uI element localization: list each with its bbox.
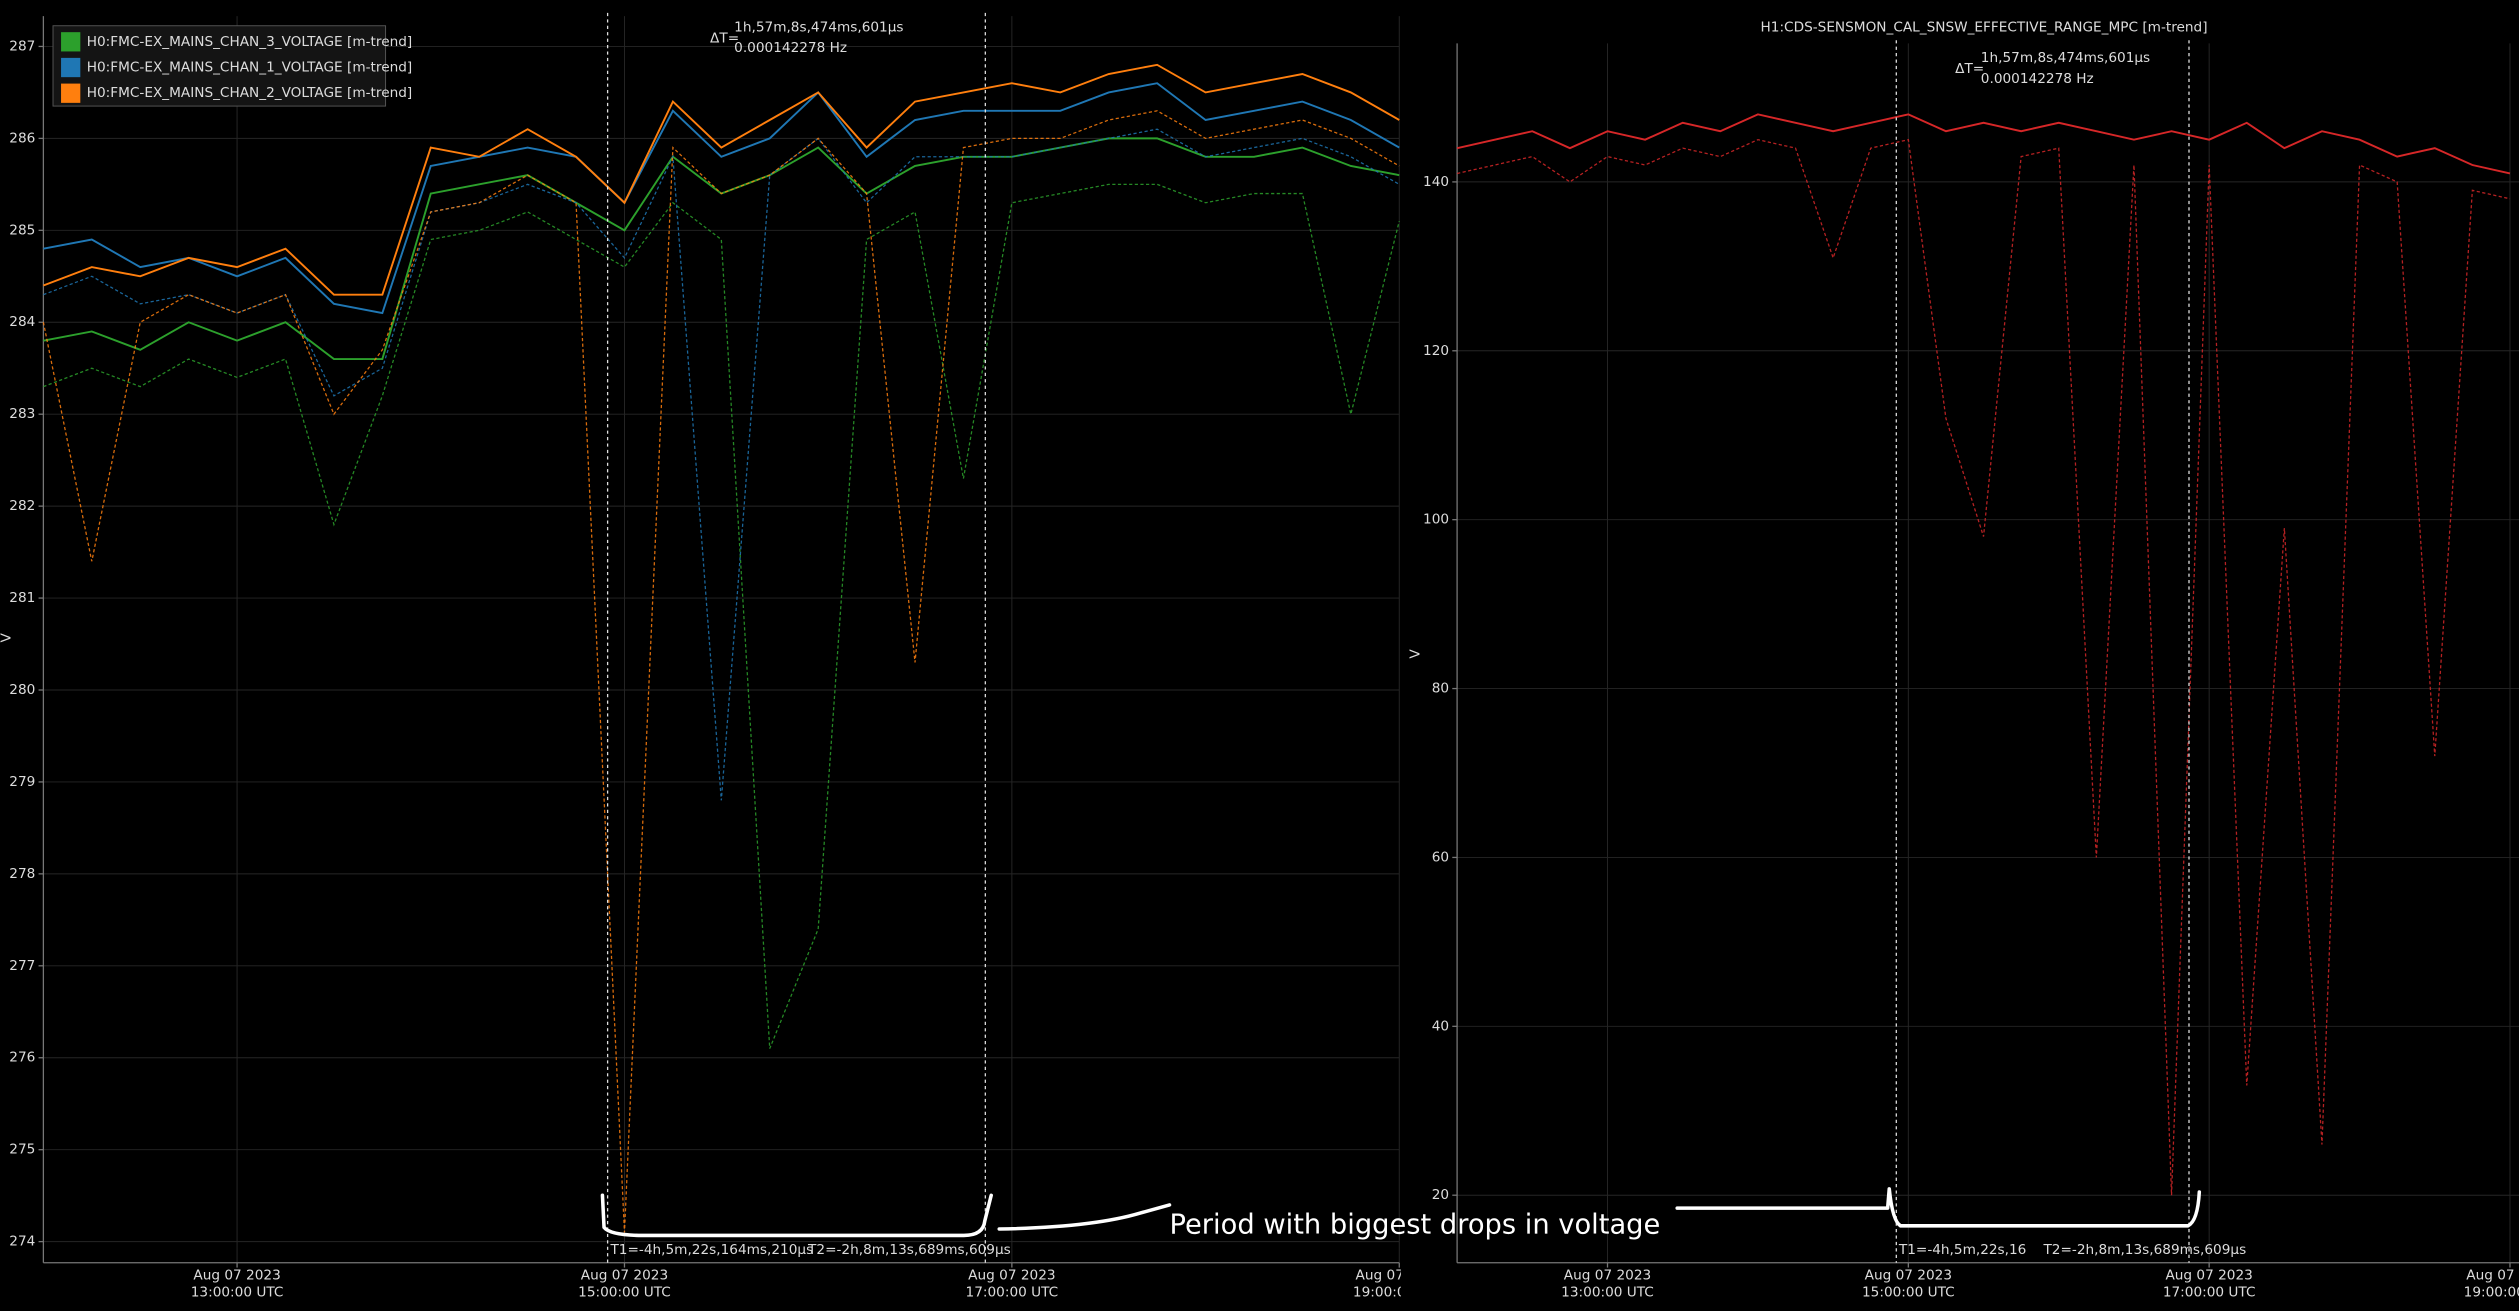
x-tick-label: Aug 07 2023 17:00:00 UTC [966,1268,1059,1301]
annotation-text: Period with biggest drops in voltage [1170,1209,1661,1240]
x-tick-label-line: 19:00:00 UTC [2464,1284,2519,1300]
y-tick-label: 40 [1432,1018,1449,1034]
x-tick-label-line: 17:00:00 UTC [2163,1284,2256,1300]
y-tick-label: 283 [9,406,35,422]
legend-label: H0:FMC-EX_MAINS_CHAN_3_VOLTAGE [m-trend] [87,34,412,50]
x-tick-label-line: Aug 07 2023 [193,1268,280,1284]
y-tick-label: 277 [9,958,35,974]
y-tick-label: 287 [9,38,35,54]
x-tick-label: Aug 07 2023 15:00:00 UTC [1862,1268,1955,1301]
series-line [43,63,1400,296]
legend-swatch [61,32,81,52]
x-tick-label-line: Aug 07 2023 [1356,1268,1443,1284]
y-tick-label: 20 [1432,1187,1449,1203]
y-tick-label: 276 [9,1050,35,1066]
delta-label: ΔT= [710,31,739,47]
delta-time: 1h,57m,8s,474ms,601µs [734,19,903,35]
cursor-label: T1=-4h,5m,22s,164ms,210µs [609,1242,813,1258]
y-tick-label: 140 [1423,174,1449,190]
delta-time: 1h,57m,8s,474ms,601µs [1981,50,2150,66]
x-tick-label: Aug 07 2023 13:00:00 UTC [1561,1268,1654,1301]
x-tick-label-line: Aug 07 2023 [2466,1268,2519,1284]
y-tick-label: 60 [1432,849,1449,865]
x-tick-label-line: Aug 07 2023 [2165,1268,2252,1284]
y-axis-label: V [1407,649,1423,659]
annotation-arrow [997,1203,1172,1231]
delta-frequency: 0.000142278 Hz [734,40,847,56]
y-tick-label: 285 [9,222,35,238]
delta-frequency: 0.000142278 Hz [1981,71,2094,87]
x-tick-label-line: Aug 07 2023 [1865,1268,1952,1284]
cursor-label: T2=-2h,8m,13s,689ms,609µs [807,1242,1011,1258]
series-min-line [1456,138,2511,1196]
x-tick-label-line: Aug 07 2023 [581,1268,668,1284]
y-axis-label: V [0,633,14,643]
chart-title: H1:CDS-SENSMON_CAL_SNSW_EFFECTIVE_RANGE_… [1761,19,2208,35]
chart: 274 275 276 277 278 279 280 281 282 283 284 285 286 2… [0,12,1446,1301]
y-tick-label: 282 [9,498,35,514]
y-tick-label: 274 [9,1234,35,1250]
charts: 274 275 276 277 278 279 280 281 282 283 284 285 286 2… [0,12,2519,1301]
y-tick-label: 279 [9,774,35,790]
cursor-label: T2=-2h,8m,13s,689ms,609µs [2042,1242,2246,1258]
y-tick-label: 120 [1423,343,1449,359]
y-tick-label: 281 [9,590,35,606]
x-tick-label-line: 13:00:00 UTC [191,1284,284,1300]
y-tick-label: 286 [9,130,35,146]
legend-label: H0:FMC-EX_MAINS_CHAN_1_VOLTAGE [m-trend] [87,60,412,76]
x-tick-label-line: Aug 07 2023 [968,1268,1055,1284]
x-tick-label: Aug 07 2023 17:00:00 UTC [2163,1268,2256,1301]
legend-swatch [61,57,81,78]
cursor-label: T1=-4h,5m,22s,16 [1898,1242,2026,1258]
series-min-line [42,110,1400,1233]
y-tick-label: 280 [9,682,35,698]
x-tick-label-line: 19:00:00 UTC [1353,1284,1446,1300]
x-tick-label-line: 13:00:00 UTC [1561,1284,1654,1300]
x-tick-label-line: Aug 07 2023 [1564,1268,1651,1284]
y-tick-label: 284 [9,314,35,330]
y-tick-label: 80 [1432,681,1449,697]
legend-swatch [61,83,81,103]
y-tick-label: 278 [9,866,35,882]
y-tick-label: 100 [1423,512,1449,528]
x-tick-label-line: 15:00:00 UTC [578,1284,671,1300]
x-tick-label: Aug 07 2023 13:00:00 UTC [191,1268,284,1301]
series-min-line [43,183,1400,1049]
x-tick-label: Aug 07 2023 15:00:00 UTC [578,1268,671,1301]
y-tick-label: 275 [9,1142,35,1158]
legend-label: H0:FMC-EX_MAINS_CHAN_2_VOLTAGE [m-trend] [87,85,412,101]
series-line [43,82,1400,315]
series-line [1456,113,2511,175]
x-tick-label-line: 15:00:00 UTC [1862,1284,1955,1300]
legend-box [52,25,387,107]
annotation-brace [600,1193,993,1238]
delta-label: ΔT= [1955,61,1984,77]
x-tick-label-line: 17:00:00 UTC [966,1284,1059,1300]
annotation-brace [1675,1187,2202,1228]
